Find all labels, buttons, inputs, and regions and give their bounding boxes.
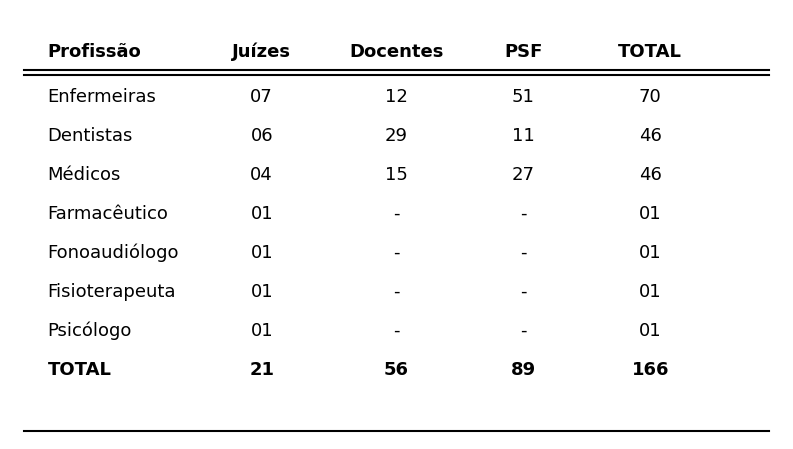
Text: 06: 06 — [251, 127, 273, 145]
Text: 01: 01 — [251, 205, 273, 223]
Text: 11: 11 — [512, 127, 534, 145]
Text: 01: 01 — [639, 322, 661, 340]
Text: Docentes: Docentes — [349, 43, 444, 61]
Text: 04: 04 — [251, 166, 273, 184]
Text: TOTAL: TOTAL — [619, 43, 682, 61]
Text: 01: 01 — [639, 244, 661, 262]
Text: 01: 01 — [639, 205, 661, 223]
Text: -: - — [393, 322, 400, 340]
Text: 46: 46 — [639, 127, 661, 145]
Text: Juízes: Juízes — [232, 42, 291, 61]
Text: -: - — [393, 283, 400, 301]
Text: 07: 07 — [251, 88, 273, 106]
Text: 29: 29 — [385, 127, 408, 145]
Text: Profissão: Profissão — [48, 43, 141, 61]
Text: -: - — [520, 244, 527, 262]
Text: -: - — [520, 205, 527, 223]
Text: Farmacêutico: Farmacêutico — [48, 205, 168, 223]
Text: 15: 15 — [385, 166, 408, 184]
Text: 166: 166 — [631, 361, 669, 379]
Text: PSF: PSF — [504, 43, 542, 61]
Text: Fisioterapeuta: Fisioterapeuta — [48, 283, 176, 301]
Text: 89: 89 — [511, 361, 536, 379]
Text: Médicos: Médicos — [48, 166, 121, 184]
Text: Fonoaudiólogo: Fonoaudiólogo — [48, 243, 179, 262]
Text: 21: 21 — [249, 361, 274, 379]
Text: 70: 70 — [639, 88, 661, 106]
Text: 01: 01 — [639, 283, 661, 301]
Text: 56: 56 — [384, 361, 409, 379]
Text: -: - — [520, 283, 527, 301]
Text: 01: 01 — [251, 283, 273, 301]
Text: 27: 27 — [511, 166, 535, 184]
Text: 01: 01 — [251, 322, 273, 340]
Text: TOTAL: TOTAL — [48, 361, 112, 379]
Text: 46: 46 — [639, 166, 661, 184]
Text: -: - — [393, 244, 400, 262]
Text: 51: 51 — [512, 88, 534, 106]
Text: 12: 12 — [385, 88, 408, 106]
Text: 01: 01 — [251, 244, 273, 262]
Text: Psicólogo: Psicólogo — [48, 321, 132, 340]
Text: -: - — [520, 322, 527, 340]
Text: Dentistas: Dentistas — [48, 127, 133, 145]
Text: -: - — [393, 205, 400, 223]
Text: Enfermeiras: Enfermeiras — [48, 88, 156, 106]
